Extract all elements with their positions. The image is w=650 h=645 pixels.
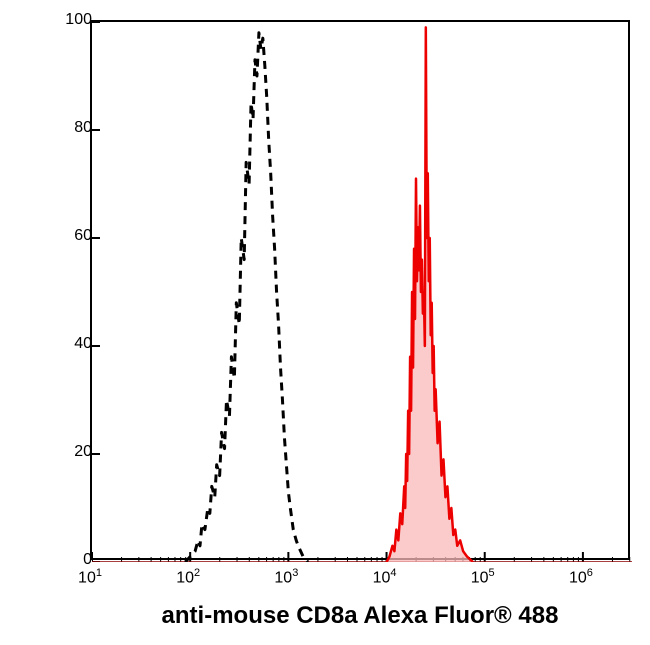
y-tick-label: 80	[74, 119, 92, 137]
x-axis-label: anti-mouse CD8a Alexa Fluor® 488	[90, 602, 630, 630]
plot-area	[90, 20, 630, 560]
y-tick-label: 40	[74, 335, 92, 353]
x-tick-label: 102	[176, 567, 200, 587]
x-tick-label: 103	[274, 567, 298, 587]
series-line-control	[185, 33, 308, 562]
x-tick-label: 106	[569, 567, 593, 587]
y-tick-label: 60	[74, 227, 92, 245]
plot-svg	[92, 22, 632, 562]
x-tick-label: 104	[373, 567, 397, 587]
x-tick-label: 105	[471, 567, 495, 587]
y-tick-label: 20	[74, 443, 92, 461]
y-tick-label: 100	[65, 11, 92, 29]
x-tick-label: 101	[78, 567, 102, 587]
chart-container	[90, 20, 630, 560]
